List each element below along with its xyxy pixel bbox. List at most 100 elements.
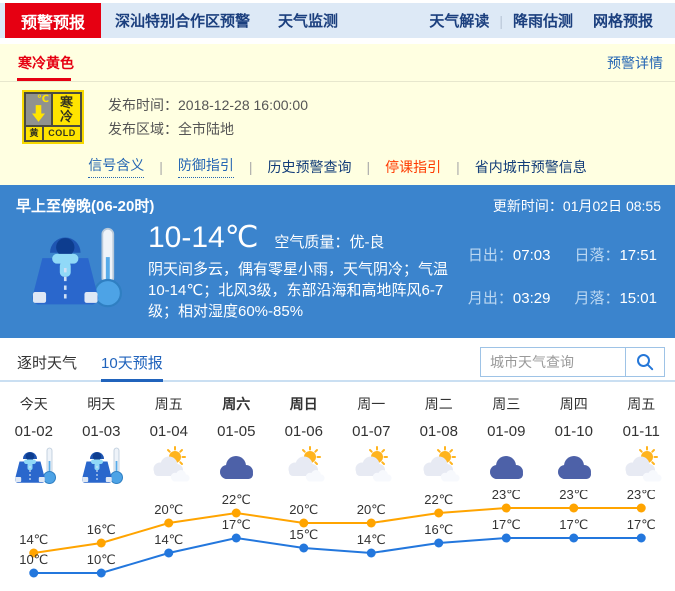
weather-icon-cloud	[540, 446, 608, 488]
svg-text:10℃: 10℃	[87, 552, 116, 567]
svg-text:10℃: 10℃	[19, 552, 48, 567]
warning-icon-top: ℃ 寒 冷	[26, 94, 80, 125]
link-province-city-warnings[interactable]: 省内城市预警信息	[474, 158, 587, 175]
current-panel-header: 早上至傍晚(06-20时) 更新时间：01月02日 08:55	[0, 185, 675, 216]
day-name: 周四	[559, 396, 588, 412]
tab-ten-day-label: 10天预报	[101, 354, 163, 372]
alert-detail-link[interactable]: 预警详情	[607, 54, 663, 71]
nav-tab-shenshan-warning[interactable]: 深汕特别合作区预警	[115, 13, 251, 30]
temperature-chart-wrap: 14℃ 16℃ 20℃ 22℃ 20℃ 20℃ 22℃ 23℃ 23℃ 23℃ 10℃ 10℃ 14℃ 1…	[0, 487, 675, 591]
weather-icon-suncloud	[608, 446, 675, 488]
forecast-day-column[interactable]: 周六 01-05	[203, 394, 271, 488]
link-signal-meaning[interactable]: 信号含义	[88, 155, 145, 178]
forecast-day-column[interactable]: 周五 01-04	[135, 394, 203, 488]
day-name: 今天	[19, 396, 48, 412]
celsius-symbol: ℃	[36, 94, 49, 105]
update-time-value: 01月02日 08:55	[562, 198, 661, 214]
day-date: 01-09	[487, 423, 526, 440]
alert-section: 寒冷黄色 预警详情 ℃ 寒 冷 黄 COLD	[0, 44, 675, 185]
alert-links-row: 信号含义 | 防御指引 | 历史预警查询 | 停课指引 | 省内城市预警信息	[0, 144, 675, 178]
moonrise-value: 03:29	[512, 290, 551, 307]
tab-hourly-weather[interactable]: 逐时天气	[17, 354, 78, 372]
nav-tab-weather-monitor[interactable]: 天气监测	[278, 13, 339, 30]
day-name: 周日	[289, 396, 318, 412]
svg-text:17℃: 17℃	[222, 517, 251, 532]
sunset-value: 17:51	[619, 247, 657, 264]
warning-level-text: 黄	[26, 127, 42, 140]
forecast-day-column[interactable]: 周日 01-06	[270, 394, 338, 488]
link-separator: |	[159, 158, 163, 175]
weather-description: 阴天间多云，偶有零星小雨，天气阴冷；气温10-14℃；北风3级，东部沿海和高地阵…	[148, 261, 449, 320]
forecast-day-column[interactable]: 今天 01-02	[0, 394, 68, 488]
warning-char-top: 寒	[59, 94, 73, 110]
sunrise-value: 07:03	[512, 247, 551, 264]
ten-day-temperature-chart: 14℃ 16℃ 20℃ 22℃ 20℃ 20℃ 22℃ 23℃ 23℃ 23℃ 10℃ 10℃ 14℃ 1…	[19, 487, 656, 578]
weather-icon-coat	[0, 446, 68, 488]
forecast-tab-bar: 逐时天气 10天预报	[0, 344, 675, 382]
svg-text:22℃: 22℃	[222, 492, 251, 507]
svg-text:23℃: 23℃	[492, 490, 521, 502]
day-name: 周三	[492, 396, 521, 412]
day-date: 01-10	[554, 423, 593, 440]
publish-area-label: 发布区域：	[108, 121, 178, 137]
svg-text:16℃: 16℃	[424, 522, 453, 537]
svg-text:16℃: 16℃	[87, 522, 116, 537]
day-date: 01-02	[14, 423, 53, 440]
alert-tab-row: 寒冷黄色 预警详情	[0, 44, 675, 82]
forecast-day-column[interactable]: 周三 01-09	[473, 394, 541, 488]
link-separator: |	[248, 158, 253, 175]
day-date: 01-04	[149, 423, 188, 440]
svg-text:14℃: 14℃	[357, 532, 386, 547]
alert-type-tab[interactable]: 寒冷黄色	[18, 54, 74, 71]
nav-tab-warning-forecast[interactable]: 预警预报	[5, 3, 102, 38]
publish-area-row: 发布区域：全市陆地	[108, 117, 308, 141]
top-navigation: 预警预报 深汕特别合作区预警 天气监测 天气解读 | 降雨估测 网格预报	[0, 3, 675, 38]
svg-text:17℃: 17℃	[627, 517, 656, 532]
publish-time-row: 发布时间：2018-12-28 16:00:00	[108, 93, 308, 117]
moonset-time: 月落：15:01	[574, 287, 657, 322]
svg-text:14℃: 14℃	[154, 532, 183, 547]
publish-area-value: 全市陆地	[178, 121, 234, 137]
forecast-day-column[interactable]: 周五 01-11	[608, 394, 675, 488]
forecast-day-column[interactable]: 周四 01-10	[540, 394, 608, 488]
link-class-suspension-guide[interactable]: 停课指引	[385, 158, 442, 175]
moonrise-time: 月出：03:29	[468, 287, 551, 322]
forecast-day-column[interactable]: 周二 01-08	[405, 394, 473, 488]
publish-time-label: 发布时间：	[108, 97, 178, 113]
nav-link-grid-forecast[interactable]: 网格预报	[592, 13, 653, 30]
sunrise-label: 日出：	[467, 247, 513, 264]
weather-icon-suncloud	[405, 446, 473, 488]
down-arrow-icon	[32, 105, 45, 122]
weather-icon-suncloud	[135, 446, 203, 488]
forecast-day-column[interactable]: 明天 01-03	[68, 394, 136, 488]
temperature-range: 10-14℃	[148, 221, 259, 254]
svg-text:22℃: 22℃	[424, 492, 453, 507]
search-input[interactable]	[480, 347, 625, 377]
nav-link-weather-interpretation[interactable]: 天气解读	[429, 13, 490, 30]
day-date: 01-05	[217, 423, 256, 440]
city-weather-search	[480, 347, 665, 377]
link-defense-guide[interactable]: 防御指引	[177, 155, 234, 178]
day-date: 01-03	[82, 423, 121, 440]
nav-right-links: 天气解读 | 降雨估测 网格预报	[419, 3, 675, 38]
tab-ten-day-forecast[interactable]: 10天预报	[101, 344, 163, 382]
day-name: 周五	[154, 396, 183, 412]
search-button[interactable]	[625, 347, 665, 377]
active-tab-underline	[101, 379, 163, 382]
link-history-warning-query[interactable]: 历史预警查询	[267, 158, 352, 175]
alert-body: ℃ 寒 冷 黄 COLD 发布时间：2018-12-28 16:00:00 发布…	[0, 82, 675, 144]
nav-link-rain-estimate[interactable]: 降雨估测	[512, 13, 573, 30]
current-conditions-panel: 早上至傍晚(06-20时) 更新时间：01月02日 08:55 10-14℃ 空…	[0, 185, 675, 338]
svg-text:14℃: 14℃	[19, 532, 48, 547]
sunset-label: 日落：	[574, 247, 620, 264]
svg-text:20℃: 20℃	[357, 502, 386, 517]
day-date: 01-08	[419, 423, 458, 440]
day-name: 周六	[222, 396, 251, 412]
alert-type-active-underline	[17, 78, 71, 81]
day-date: 01-06	[284, 423, 323, 440]
ten-day-columns: 今天 01-02 明天 01-03 周五 01-04 周六 01-05 周日 01-06 周一 01-…	[0, 394, 675, 488]
day-date: 01-11	[622, 423, 660, 440]
forecast-day-column[interactable]: 周一 01-07	[338, 394, 406, 488]
svg-text:23℃: 23℃	[559, 490, 588, 502]
